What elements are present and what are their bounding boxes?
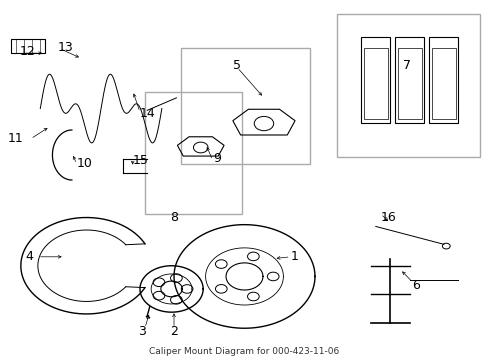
Text: 1: 1 — [290, 250, 298, 263]
Text: 15: 15 — [132, 154, 148, 167]
Bar — [11, 39, 45, 53]
Text: 12: 12 — [20, 45, 36, 58]
Bar — [181, 48, 309, 164]
Text: 5: 5 — [233, 59, 241, 72]
Text: 2: 2 — [170, 325, 178, 338]
Text: Caliper Mount Diagram for 000-423-11-06: Caliper Mount Diagram for 000-423-11-06 — [149, 347, 339, 356]
Text: 10: 10 — [77, 157, 92, 170]
Text: 9: 9 — [212, 152, 220, 165]
Bar — [336, 14, 479, 157]
Text: 7: 7 — [403, 59, 410, 72]
Text: 16: 16 — [380, 211, 396, 224]
Text: 14: 14 — [140, 107, 155, 120]
Text: 11: 11 — [7, 132, 23, 145]
Bar — [144, 93, 242, 214]
Text: 13: 13 — [57, 41, 73, 54]
Text: 3: 3 — [138, 325, 146, 338]
Text: 4: 4 — [25, 250, 33, 263]
Text: 8: 8 — [170, 211, 178, 224]
Text: 6: 6 — [411, 279, 419, 292]
